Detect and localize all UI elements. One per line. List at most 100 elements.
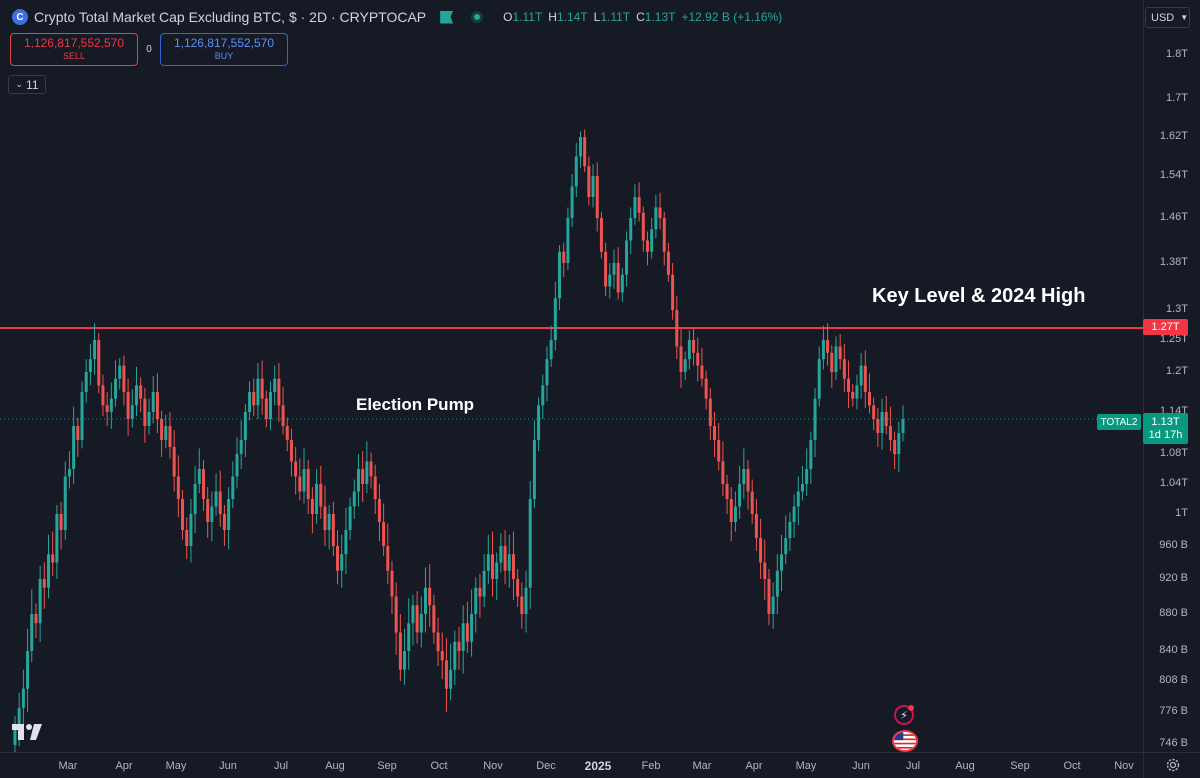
candle-body [616,263,620,293]
candle-body [206,499,210,522]
candle-body [750,491,754,514]
tradingview-logo[interactable] [12,722,44,742]
candle-body [537,405,541,440]
candle-body [365,461,369,484]
price-axis[interactable]: 1.8T 1.7T 1.62T 1.54T 1.46T 1.38T 1.3T 1.25T 1.2… [1143,0,1200,752]
candle-body [888,426,892,440]
candle-body [193,484,197,514]
candle-body [863,365,867,392]
time-axis-label: Sep [377,760,397,772]
candle-body [415,605,419,633]
candle-body [118,365,122,379]
flag-icon[interactable] [440,10,454,24]
currency-selector[interactable]: USD ▼ [1145,7,1190,28]
candle-body [411,605,415,624]
time-axis-label: Feb [641,760,661,772]
candle-body [97,340,101,386]
cryptocap-icon: C [12,9,28,25]
candle-body [759,538,763,563]
candle-body [717,440,721,462]
chart-pane[interactable]: C Crypto Total Market Cap Excluding BTC,… [0,0,1143,752]
candle-body [26,651,30,689]
candle-body [269,392,273,419]
market-status-icon[interactable] [471,11,484,23]
candle-body [826,340,830,353]
candle-body [419,614,423,633]
candle-body [507,554,511,571]
candle-body [105,405,109,412]
buy-price: 1,126,817,552,570 [173,35,275,50]
candle-body [729,499,733,522]
candle-body [289,440,293,462]
candle-body [503,546,507,571]
candle-body [880,412,884,433]
candle-body [340,554,344,571]
candle-body [901,419,905,433]
key-level-annotation[interactable]: Key Level & 2024 High [872,285,1086,307]
candle-body [746,469,750,492]
candle-body [549,340,553,360]
sell-button[interactable]: 1,126,817,552,570 SELL [10,33,138,66]
candle-body [687,340,691,360]
candlestick-series [0,129,1143,752]
candle-body [809,440,813,469]
ohlc-key: L [593,10,601,24]
candle-body [754,514,758,538]
candle-body [524,587,528,614]
price-axis-label: 960 B [1159,539,1188,551]
candle-body [511,554,515,579]
candle-body [683,359,687,372]
candle-body [134,385,138,406]
candle-body [201,469,205,499]
buy-button[interactable]: 1,126,817,552,570 BUY [160,33,288,66]
candle-body [838,346,842,360]
candle-body [855,385,859,399]
candle-body [725,484,729,499]
candle-body [767,579,771,614]
candle-body [495,562,499,579]
candle-body [361,469,365,484]
candle-body [453,641,457,670]
candle-body [813,398,817,440]
candle-body [478,587,482,597]
ohlc-key: O [503,10,513,24]
candle-body [599,218,603,252]
key-level-price-tag: 1.27T [1143,319,1188,335]
chevron-down-icon: ⌄ [15,79,24,89]
candle-body [428,587,432,606]
candle-body [323,506,327,530]
event-bolt-icon[interactable]: ⚡ [894,705,914,725]
candle-body [369,461,373,477]
candle-body [109,398,113,412]
price-axis-label: 1.62T [1159,130,1188,142]
us-flag-event-icon[interactable] [892,730,918,752]
candle-body [465,623,469,642]
trade-panel: 1,126,817,552,570 SELL 0 1,126,817,552,5… [10,33,288,66]
price-axis-label: 1.2T [1165,365,1188,377]
candle-body [319,484,323,507]
candle-body [553,298,557,340]
candle-body [834,346,838,372]
indicators-toggle-button[interactable]: ⌄ 11 [8,75,46,94]
candle-body [160,419,164,440]
candle-body [210,506,214,522]
currency-label: USD [1151,11,1175,24]
candle-body [482,570,486,597]
candle-body [218,491,222,514]
candle-body [654,207,658,230]
candle-body [893,440,897,454]
candle-body [461,623,465,651]
election-pump-annotation[interactable]: Election Pump [356,395,475,414]
gear-icon[interactable] [1165,757,1181,773]
candle-body [398,632,402,670]
ohlc-close: 1.13T [644,10,676,24]
candle-body [604,251,608,287]
time-axis[interactable]: Mar Apr May Jun Jul Aug Sep Oct Nov Dec 2025 Feb Mar… [0,752,1143,778]
candle-body [545,359,549,386]
spread-value: 0 [146,44,152,55]
candle-body [17,708,21,730]
candle-body [373,476,377,499]
symbol-title[interactable]: Crypto Total Market Cap Excluding BTC, $… [34,9,427,25]
time-axis-label: May [795,760,817,772]
ohlc-values: O1.11T H1.14T L1.11T C1.13T +12.92 B (+1… [503,10,782,24]
